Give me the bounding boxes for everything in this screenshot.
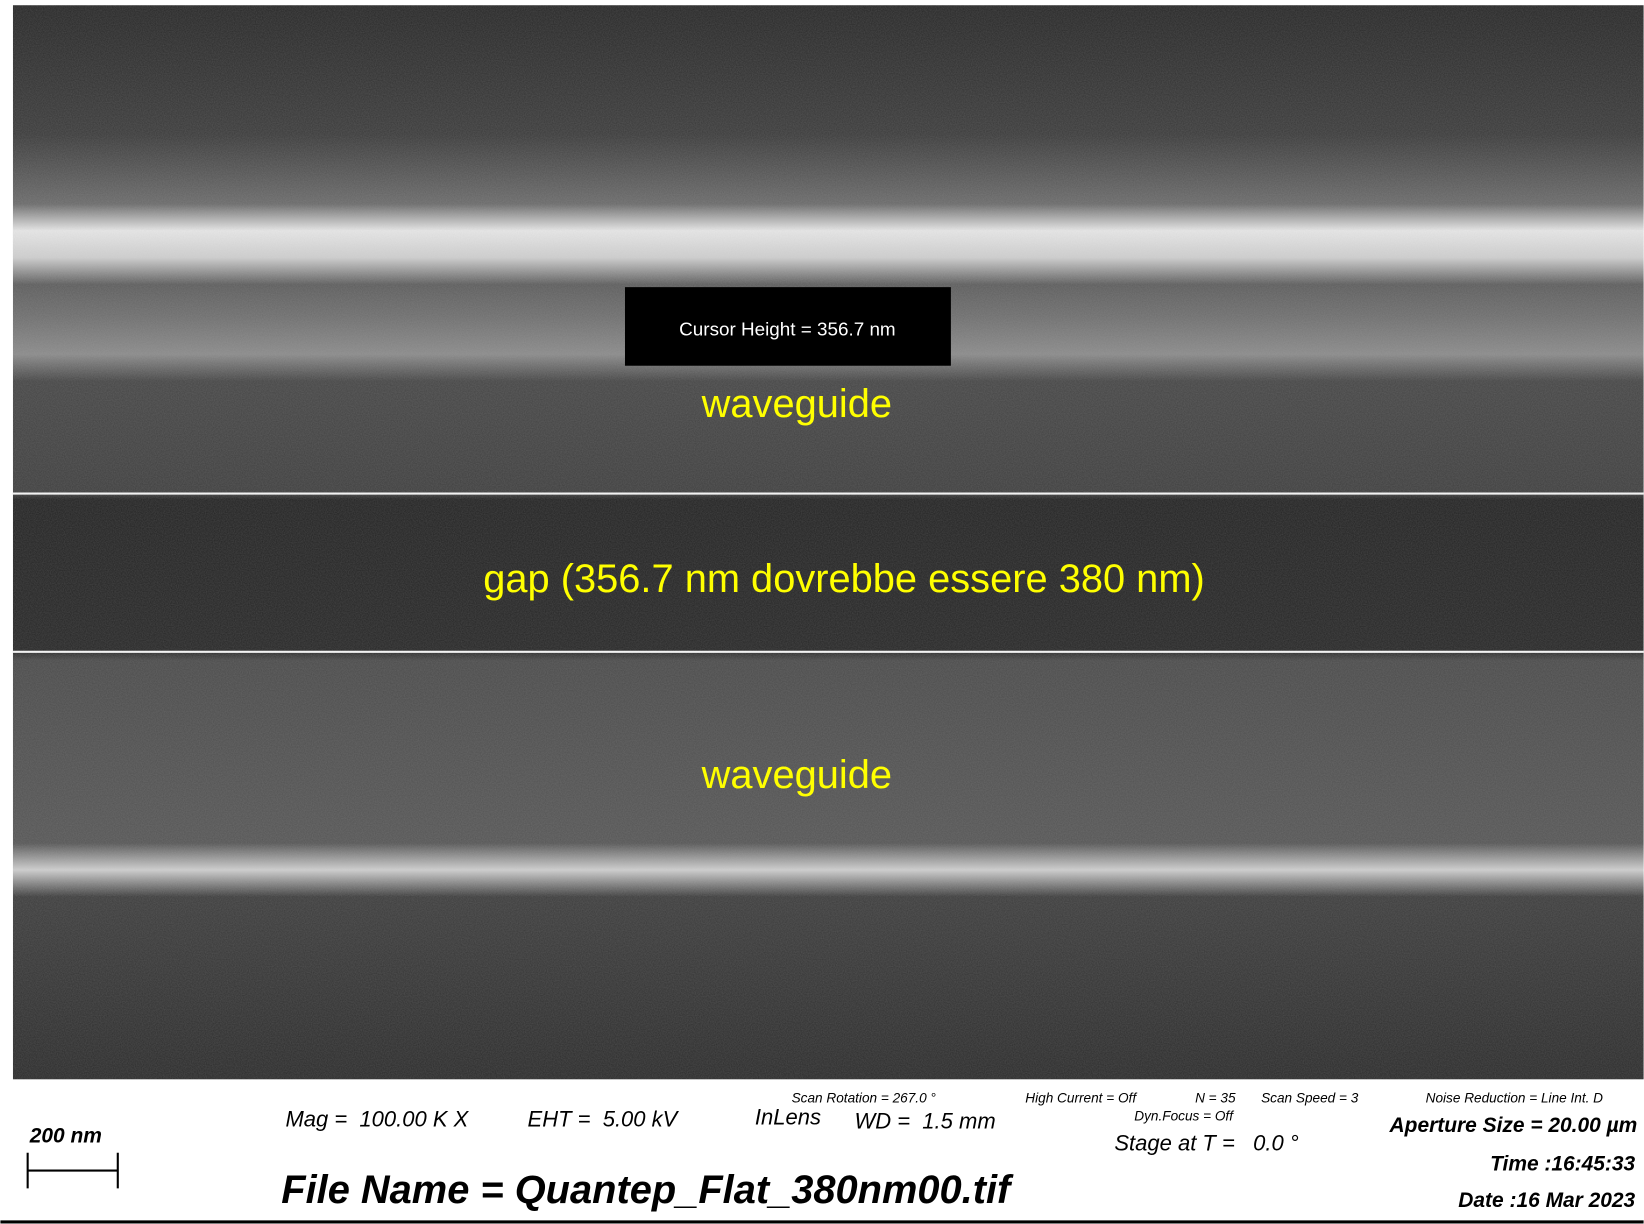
info: High Current = Off <box>1025 1090 1137 1105</box>
cursor-label: Cursor Height = 356.7 nm <box>679 318 895 339</box>
info: WD = 1.5 mm <box>854 1109 995 1134</box>
info: Dyn.Focus = Off <box>1134 1108 1234 1123</box>
info: Date :16 Mar 2023 <box>1458 1189 1635 1212</box>
info: InLens <box>755 1104 821 1129</box>
annotation: gap (356.7 nm dovrebbe essere 380 nm) <box>483 557 1204 601</box>
info: Stage at T = 0.0 ° <box>1114 1131 1298 1156</box>
scale-label: 200 nm <box>29 1124 102 1147</box>
file-name: File Name = Quantep_Flat_380nm00.tif <box>281 1168 1014 1212</box>
sem-view: Cursor Height = 356.7 nm waveguide gap (… <box>0 0 1644 1224</box>
info: Scan Rotation = 267.0 ° <box>792 1090 937 1105</box>
info: Mag = 100.00 K X <box>285 1107 469 1132</box>
info: Time :16:45:33 <box>1490 1153 1635 1176</box>
annotation: waveguide <box>701 753 892 797</box>
info: Noise Reduction = Line Int. D <box>1426 1090 1604 1105</box>
annotation: waveguide <box>701 382 892 426</box>
page: {"annotations": {"waveguide_top": "waveg… <box>0 0 1644 1224</box>
info: Aperture Size = 20.00 µm <box>1389 1114 1638 1137</box>
info: EHT = 5.00 kV <box>528 1107 680 1132</box>
image-grain <box>13 5 1644 1079</box>
info: Scan Speed = 3 <box>1261 1090 1359 1105</box>
info: N = 35 <box>1195 1090 1236 1105</box>
